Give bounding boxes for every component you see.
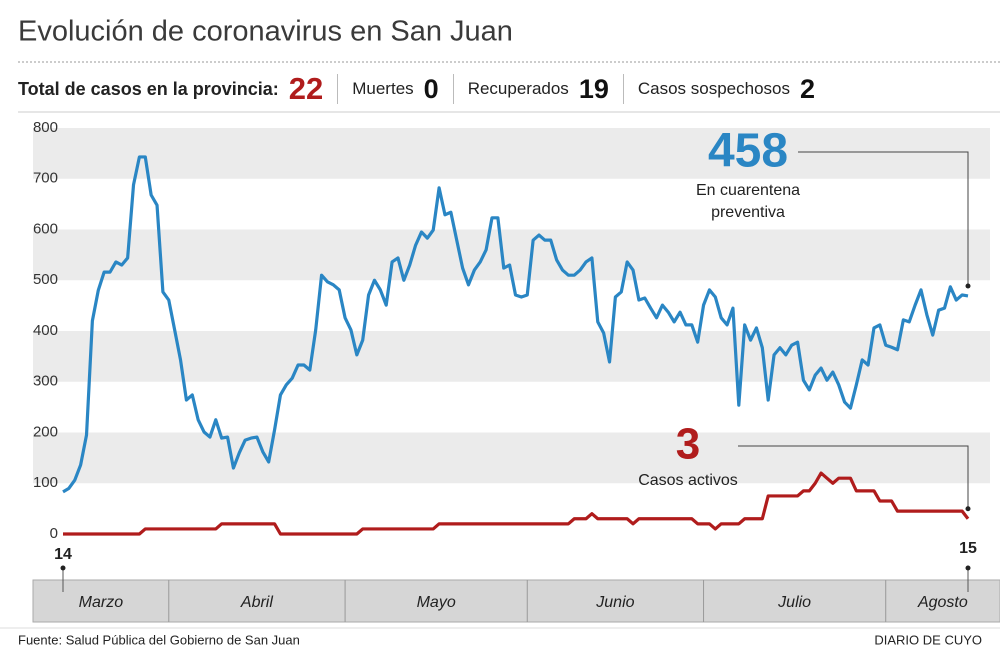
y-tick-label: 800: [33, 119, 58, 136]
x-tick-label: Marzo: [79, 594, 124, 611]
stat: Recuperados 19: [452, 73, 623, 104]
date-dot: [965, 565, 971, 571]
leader-line: [738, 445, 969, 509]
grid-band: [33, 432, 990, 484]
data-line: [63, 471, 970, 536]
x-tick-label: Abril: [240, 594, 273, 611]
stat: Total de casos en la provincia: 22: [18, 71, 337, 106]
annotation-value: 458: [708, 125, 788, 178]
y-tick-label: 100: [33, 474, 58, 491]
y-tick-label: 400: [33, 322, 58, 339]
source: Fuente: Salud Pública del Gobierno de Sa…: [18, 632, 300, 647]
x-tick-label: Julio: [777, 594, 811, 611]
stat-value: 2: [800, 73, 816, 104]
stat-value: 19: [578, 73, 609, 104]
stat-label: Casos sospechosos: [637, 79, 790, 98]
y-tick-label: 200: [33, 423, 58, 440]
y-tick-label: 300: [33, 373, 58, 390]
y-tick-label: 700: [33, 170, 58, 187]
stats-row: Total de casos en la provincia: 22 Muertes…: [18, 71, 829, 106]
y-tick-label: 0: [50, 525, 58, 542]
x-tick-label: Junio: [595, 594, 634, 611]
x-tick-label: Agosto: [917, 594, 968, 611]
stat: Muertes 0: [337, 74, 452, 104]
x-tick-label: Mayo: [417, 594, 456, 611]
stat-value: 0: [423, 73, 439, 104]
leader-dot: [965, 283, 971, 289]
y-axis: 0 100 200 300 400 500 600 700 800: [33, 119, 58, 542]
stat-label: Total de casos en la provincia:: [18, 78, 279, 99]
stat-value: 22: [288, 71, 324, 106]
leader-line: [798, 151, 969, 286]
date-dot: [60, 565, 66, 571]
annotation-label: En cuarentena preventiva: [695, 182, 801, 221]
stat-label: Recuperados: [467, 79, 569, 98]
month-axis: [32, 579, 1000, 623]
stat: Casos sospechosos 2: [622, 73, 829, 104]
credit: DIARIO DE CUYO: [874, 632, 982, 647]
annotation-value: 3: [676, 420, 700, 469]
grid-bands: [33, 128, 990, 484]
annotation-label: Casos activos: [638, 472, 738, 489]
date-label: 15: [959, 540, 977, 557]
date-label: 14: [54, 546, 72, 563]
leader-dot: [965, 506, 971, 512]
grid-band: [33, 128, 990, 179]
data-line: [62, 155, 969, 494]
stat-label: Muertes: [352, 79, 414, 98]
chart-title: Evolución de coronavirus en San Juan: [18, 16, 513, 48]
y-tick-label: 600: [33, 220, 58, 237]
y-tick-label: 500: [33, 271, 58, 288]
